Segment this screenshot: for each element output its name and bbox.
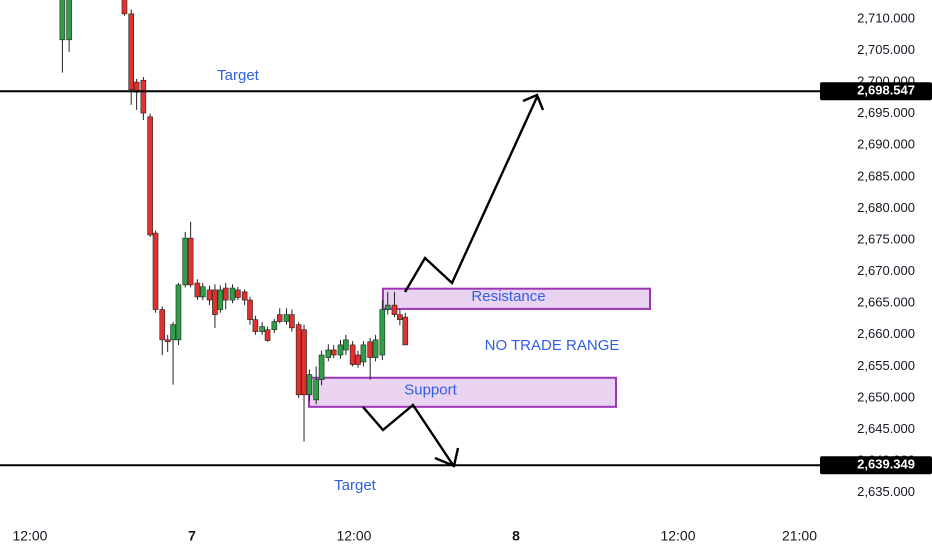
candle-body (66, 0, 72, 41)
y-tick-label: 2,655.000 (857, 358, 915, 373)
arrow-up-path (403, 96, 539, 293)
candle-body (283, 314, 290, 322)
candle-body (170, 324, 176, 341)
candle-body (355, 354, 361, 365)
annotation: Target (217, 67, 260, 84)
candle-body (259, 326, 265, 332)
candle-body (241, 291, 248, 301)
y-tick-label: 2,650.000 (857, 389, 915, 404)
y-tick-label: 2,645.000 (857, 421, 915, 436)
y-tick-label: 2,660.000 (857, 326, 915, 341)
zone (308, 376, 617, 408)
y-tick-label: 2,685.000 (857, 168, 915, 183)
candle-body (59, 0, 66, 41)
candle-body (147, 116, 153, 236)
candle-body (372, 339, 379, 358)
candle-body (159, 309, 166, 341)
y-tick-label: 2,675.000 (857, 231, 915, 246)
candle-body (194, 282, 201, 298)
levels: 2,698.547 2,639.349 (0, 82, 932, 475)
y-tick-label: 2,665.000 (857, 295, 915, 310)
candle-body (330, 349, 337, 356)
x-axis: 12:00 7 12:00 8 12:00 21:00 (12, 518, 817, 544)
x-tick-label: 8 (512, 528, 520, 544)
candle-body (187, 237, 194, 286)
y-tick-label: 2,690.000 (857, 137, 915, 152)
annotation: Target (334, 477, 377, 494)
x-tick-label: 12:00 (12, 528, 47, 544)
candle-body (397, 314, 403, 320)
candles (59, 0, 409, 442)
candle-body (121, 0, 128, 15)
candle-body (276, 314, 283, 322)
candle-body (271, 321, 278, 331)
candle-body (289, 314, 295, 329)
zone (382, 287, 651, 310)
price-tag-label: 2,639.349 (857, 457, 915, 472)
x-tick-label: 7 (188, 528, 196, 544)
y-tick-label: 2,710.000 (857, 10, 915, 25)
candle-body (182, 237, 189, 286)
candle-body (175, 284, 182, 341)
candle-body (264, 329, 271, 341)
annotation: NO TRADE RANGE (485, 337, 620, 354)
drawings: Target Target NO TRADE RANGE (217, 67, 619, 494)
candle-body (343, 339, 349, 351)
y-tick-label: 2,670.000 (857, 263, 915, 278)
candle-body (337, 344, 344, 356)
candle-body (235, 289, 241, 298)
candle-body (402, 316, 409, 346)
candle-body (229, 287, 236, 301)
candle-body (212, 289, 218, 315)
candle-body (360, 344, 367, 363)
y-tick-label: 2,680.000 (857, 200, 915, 215)
x-tick-label: 21:00 (782, 528, 817, 544)
x-tick-label: 12:00 (660, 528, 695, 544)
arrow-up-head (522, 93, 545, 111)
y-tick-label: 2,635.000 (857, 484, 915, 499)
zone-label: Resistance (471, 288, 545, 305)
candle-body (379, 309, 386, 356)
price-tag (820, 82, 932, 101)
candle-body (349, 344, 356, 365)
arrow-down-path (362, 403, 454, 466)
candle-body (140, 79, 147, 114)
candle-body (313, 379, 319, 401)
candle-body (301, 329, 307, 396)
candle-body (199, 286, 206, 298)
price-tag-label: 2,698.547 (857, 83, 915, 98)
candle-body (164, 339, 171, 343)
candle-body (222, 287, 229, 301)
x-tick-label: 12:00 (336, 528, 371, 544)
candle-body (306, 374, 313, 396)
candle-body (152, 232, 159, 310)
price-tag (820, 456, 932, 475)
candle-body (384, 304, 391, 310)
candle-body (367, 341, 373, 358)
y-tick-label: 2,705.000 (857, 42, 915, 57)
y-tick-label: 2,695.000 (857, 105, 915, 120)
candle-body (247, 299, 253, 320)
zone-label: Support (404, 381, 457, 398)
candle-body (391, 304, 398, 315)
candle-body (318, 354, 325, 380)
candle-body (128, 13, 135, 91)
candle-body (295, 324, 302, 396)
candle-body (217, 289, 224, 310)
candle-body (252, 319, 259, 332)
candle-body (206, 289, 213, 301)
candle-body (325, 349, 332, 358)
